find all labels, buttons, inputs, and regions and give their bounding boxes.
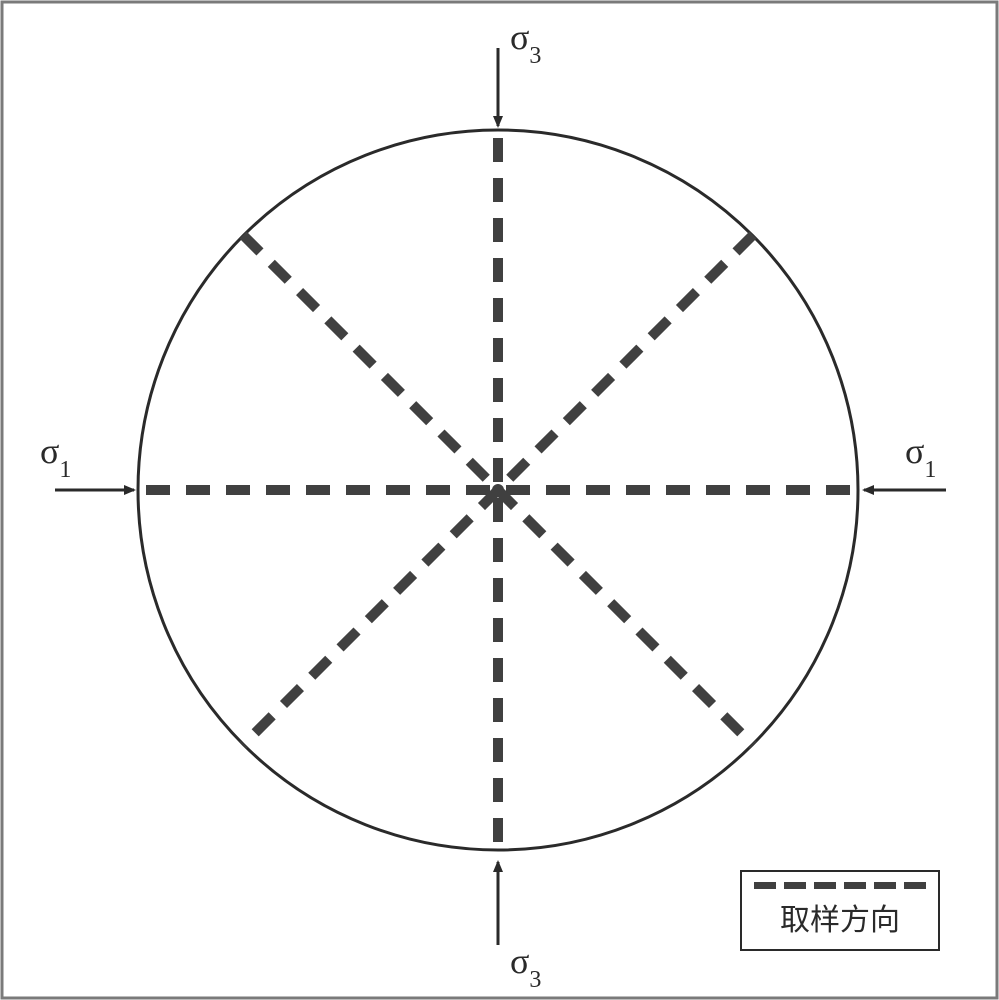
sigma3-bottom-label: σ3 bbox=[510, 940, 541, 988]
center-dot bbox=[492, 484, 504, 496]
sigma3-top-label: σ3 bbox=[510, 16, 541, 64]
sigma-symbol: σ bbox=[40, 431, 59, 471]
legend-text: 取样方向 bbox=[780, 895, 900, 939]
legend-dash-icon bbox=[754, 882, 926, 889]
sigma-symbol: σ bbox=[905, 431, 924, 471]
diagram-canvas bbox=[0, 0, 999, 1000]
sigma-symbol: σ bbox=[510, 17, 529, 57]
sigma-sub: 3 bbox=[529, 967, 541, 993]
sigma-symbol: σ bbox=[510, 941, 529, 981]
sigma-sub: 3 bbox=[529, 43, 541, 69]
sigma1-right-label: σ1 bbox=[905, 430, 936, 478]
sigma-sub: 1 bbox=[924, 457, 936, 483]
sigma1-left-label: σ1 bbox=[40, 430, 71, 478]
sigma-sub: 1 bbox=[59, 457, 71, 483]
legend: 取样方向 bbox=[740, 870, 940, 951]
